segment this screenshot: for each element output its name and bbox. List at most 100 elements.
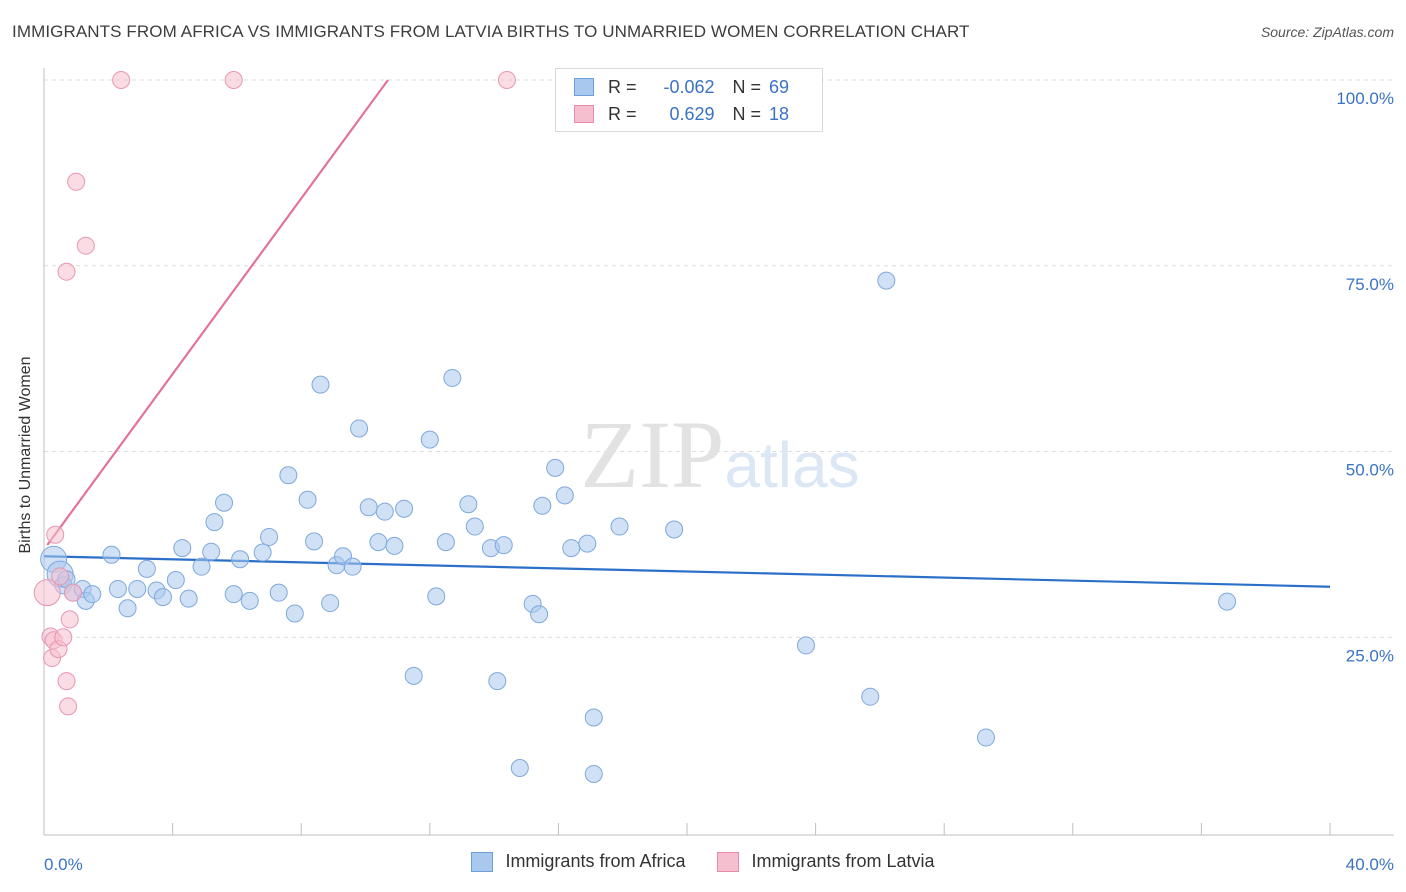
legend-r-value-africa: -0.062: [663, 76, 715, 97]
point-africa: [562, 539, 581, 558]
point-africa: [343, 557, 362, 576]
point-africa: [459, 495, 478, 514]
point-africa: [555, 486, 574, 505]
legend-row-latvia: R = 0.629 N = 18: [574, 102, 789, 126]
point-africa: [311, 375, 330, 394]
point-latvia: [76, 236, 95, 255]
point-latvia: [60, 610, 79, 629]
stats-legend: R = -0.062 N = 69 R = 0.629 N = 18: [555, 68, 823, 132]
x-tick-max: 40.0%: [1346, 855, 1394, 874]
point-africa: [137, 559, 156, 578]
legend-swatch-africa: [471, 851, 494, 872]
point-africa: [285, 604, 304, 623]
point-latvia: [497, 71, 516, 89]
point-africa: [192, 557, 211, 576]
point-africa: [128, 579, 147, 598]
legend-item-africa: Immigrants from Africa: [471, 851, 685, 872]
point-africa: [494, 536, 513, 555]
legend-n-value-latvia: 18: [769, 103, 790, 124]
point-africa: [976, 728, 995, 747]
series-africa-points: [40, 271, 1237, 783]
point-africa: [153, 588, 172, 607]
point-africa: [530, 605, 549, 624]
legend-label-africa: Immigrants from Africa: [505, 851, 686, 871]
point-africa: [533, 496, 552, 515]
point-africa: [465, 517, 484, 536]
y-tick-labels: 100.0% 75.0% 50.0% 25.0%: [1336, 89, 1394, 665]
point-africa: [118, 599, 137, 618]
legend-item-latvia: Immigrants from Latvia: [717, 851, 935, 872]
trend-lines: [43, 79, 1331, 588]
point-africa: [260, 527, 279, 546]
legend-swatch-latvia: [717, 851, 740, 872]
y-tick-label: 25.0%: [1346, 646, 1394, 665]
point-latvia: [67, 172, 86, 191]
legend-swatch-africa: [574, 78, 594, 96]
point-africa: [231, 550, 250, 569]
point-africa: [108, 579, 127, 598]
chart-source: Source: ZipAtlas.com: [1260, 24, 1394, 40]
point-africa: [578, 534, 597, 553]
point-africa: [83, 585, 102, 604]
legend-r-value-latvia: 0.629: [669, 103, 715, 124]
point-africa: [279, 466, 298, 485]
point-africa: [305, 532, 324, 551]
point-africa: [298, 490, 317, 509]
point-latvia: [33, 579, 61, 607]
point-latvia: [46, 525, 65, 544]
point-africa: [420, 430, 439, 449]
point-latvia: [63, 583, 82, 602]
point-africa: [269, 583, 288, 602]
axes: [43, 68, 1394, 836]
point-africa: [253, 543, 272, 562]
point-africa: [404, 666, 423, 685]
legend-r-label: R =: [608, 76, 637, 97]
chart-title: IMMIGRANTS FROM AFRICA VS IMMIGRANTS FRO…: [12, 22, 970, 41]
point-latvia: [51, 567, 70, 586]
point-africa: [166, 571, 185, 590]
point-africa: [488, 672, 507, 691]
y-tick-label: 50.0%: [1346, 461, 1394, 480]
point-africa: [546, 458, 565, 477]
point-africa: [665, 520, 684, 539]
legend-label-latvia: Immigrants from Latvia: [751, 851, 935, 871]
watermark-atlas: atlas: [724, 429, 859, 501]
point-africa: [359, 498, 378, 517]
point-africa: [584, 764, 603, 783]
point-africa: [179, 589, 198, 608]
point-africa: [510, 759, 529, 778]
point-africa: [240, 591, 259, 610]
point-africa: [350, 419, 369, 438]
point-latvia: [57, 672, 76, 691]
point-latvia: [57, 262, 76, 281]
series-legend: Immigrants from Africa Immigrants from L…: [0, 851, 1406, 872]
point-africa: [436, 533, 455, 552]
legend-n-label: N =: [732, 103, 762, 124]
point-africa: [205, 513, 224, 532]
point-africa: [443, 368, 462, 387]
point-africa: [202, 542, 221, 561]
legend-row-africa: R = -0.062 N = 69: [574, 75, 789, 99]
point-latvia: [224, 71, 243, 89]
point-africa: [369, 533, 388, 552]
point-africa: [877, 271, 896, 290]
point-africa: [395, 499, 414, 518]
point-africa: [385, 536, 404, 555]
point-latvia: [54, 628, 73, 647]
y-tick-label: 75.0%: [1346, 275, 1394, 294]
y-tick-label: 100.0%: [1336, 89, 1394, 108]
trend-line-latvia: [46, 79, 389, 546]
point-africa: [610, 517, 629, 536]
point-africa: [1218, 592, 1237, 611]
point-africa: [375, 502, 394, 521]
point-latvia: [112, 71, 131, 89]
point-africa: [427, 587, 446, 606]
watermark: ZIPatlas: [580, 401, 859, 508]
legend-swatch-latvia: [574, 105, 594, 123]
legend-r-label: R =: [608, 103, 637, 124]
legend-n-label: N =: [732, 76, 762, 97]
point-africa: [102, 545, 121, 564]
point-africa: [321, 594, 340, 613]
series-latvia-points: [33, 71, 516, 716]
